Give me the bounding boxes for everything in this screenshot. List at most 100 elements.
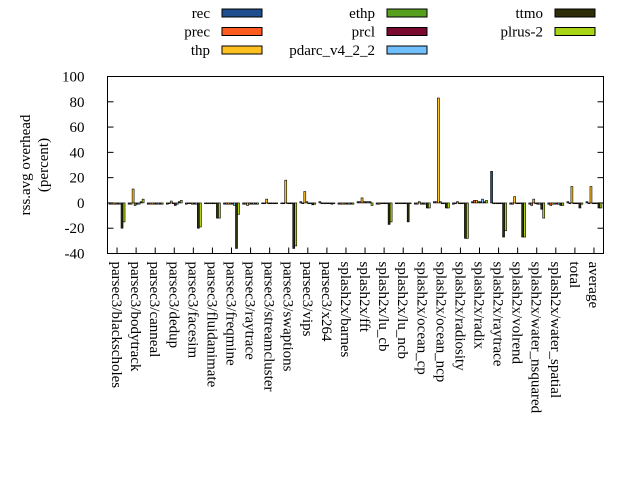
bar-ttmo (235, 202, 238, 249)
bar-prec (530, 202, 534, 206)
bar-ttmo (197, 202, 200, 229)
bar-prec (129, 202, 133, 205)
y-tick-label: 0 (77, 196, 85, 212)
legend-swatch-rec (221, 8, 263, 18)
x-tick-label: parsec3/swaptions (280, 262, 296, 372)
y-tick-label: -40 (65, 247, 85, 263)
legend-label-plrus-2: plrus-2 (501, 25, 544, 41)
bar-rec (490, 171, 493, 204)
legend-label-rec: rec (192, 6, 211, 22)
bar-pdarc_v4_2_2 (481, 198, 484, 204)
bar-ethp (191, 202, 194, 205)
x-tick-label: parsec3/facesim (184, 262, 200, 359)
x-tick-label: splash2x/raytrace (490, 262, 506, 367)
bar-prec (415, 202, 419, 205)
bar-ttmo (254, 202, 257, 205)
bar-prec (110, 202, 114, 205)
bar-plrus-2 (275, 202, 278, 205)
x-tick-label: parsec3/x264 (318, 262, 334, 342)
bar-plrus-2 (256, 202, 259, 205)
x-tick-label: splash2x/radix (471, 262, 487, 350)
bar-pdarc_v4_2_2 (175, 202, 179, 205)
bar-thp (227, 202, 230, 205)
bar-thp (189, 202, 192, 205)
bar-ttmo (139, 201, 143, 204)
x-tick-label: splash2x/barnes (337, 262, 353, 358)
bar-prec (263, 202, 266, 205)
bar-thp (589, 186, 593, 204)
legend-label-pdarc_v4_2_2: pdarc_v4_2_2 (289, 43, 375, 59)
bar-plrus-2 (332, 202, 336, 205)
x-tick-label: splash2x/water_nsquared (528, 262, 544, 414)
bar-ttmo (158, 202, 162, 205)
bar-rec (204, 202, 207, 205)
bar-plrus-2 (504, 202, 507, 232)
bar-prcl (250, 202, 253, 205)
bar-plrus-2 (313, 202, 317, 205)
bar-pdarc_v4_2_2 (252, 202, 255, 205)
legend-label-prec: prec (184, 25, 210, 41)
bar-plrus-2 (466, 202, 469, 239)
bar-ethp (152, 202, 156, 205)
legend-swatch-prec (221, 27, 263, 36)
bar-pdarc_v4_2_2 (195, 202, 198, 205)
y-tick-label: 20 (70, 171, 85, 187)
bar-plrus-2 (561, 202, 565, 206)
bar-rec (146, 202, 150, 205)
bar-prec (206, 202, 209, 205)
legend-label-ethp: ethp (349, 6, 375, 22)
bar-prec (568, 202, 572, 205)
x-tick-label: splash2x/water_spatial (547, 262, 563, 399)
bar-pdarc_v4_2_2 (233, 202, 236, 206)
y-axis-label-line2: (percent) (36, 138, 52, 192)
bar-plrus-2 (408, 202, 412, 205)
bar-plrus-2 (580, 202, 584, 205)
bar-thp (570, 186, 574, 204)
bar-thp (513, 196, 516, 204)
bar-plrus-2 (122, 202, 126, 223)
y-tick-label: 40 (70, 145, 85, 161)
bar-rec (185, 202, 188, 205)
bar-rec (566, 201, 570, 204)
x-tick-label: parsec3/vips (299, 262, 315, 337)
x-tick-label: parsec3/freqmine (223, 262, 239, 366)
bar-ttmo (578, 202, 582, 209)
bar-thp (150, 202, 154, 205)
x-tick-label: parsec3/blackscholes (108, 262, 124, 389)
bar-plrus-2 (542, 202, 546, 219)
bar-ethp (305, 201, 309, 204)
bar-prec (167, 202, 171, 205)
bar-prcl (193, 202, 196, 205)
bar-plrus-2 (523, 202, 526, 238)
bar-rec (165, 202, 169, 205)
x-tick-label: splash2x/radiosity (451, 262, 467, 372)
bar-prec (282, 202, 286, 205)
bar-rec (318, 201, 322, 204)
bar-prec (301, 202, 305, 205)
y-axis: 100 80 60 40 20 0 -20 -40 (62, 70, 604, 263)
bar-plrus-2 (141, 198, 145, 204)
bar-thp (532, 198, 536, 204)
bar-ttmo (216, 202, 219, 219)
bar-rec (299, 201, 303, 204)
bar-ethp (229, 202, 232, 205)
legend-label-prcl: prcl (352, 25, 375, 41)
bar-plrus-2 (370, 202, 374, 206)
bar-plrus-2 (160, 202, 164, 205)
x-axis: parsec3/blackscholes parsec3/bodytrack par… (108, 247, 601, 414)
bar-thp (360, 197, 364, 204)
bar-thp (246, 202, 249, 206)
bar-plrus-2 (447, 202, 450, 209)
y-tick-label: 100 (62, 70, 85, 86)
bar-ttmo (368, 201, 372, 204)
bar-plrus-2 (485, 200, 488, 204)
bar-ttmo (120, 202, 124, 229)
legend-label-ttmo: ttmo (515, 6, 543, 22)
bar-prec (148, 202, 152, 205)
bar-prec (511, 202, 514, 205)
legend-swatch-plrus-2 (554, 27, 596, 36)
bar-plrus-2 (427, 202, 431, 209)
bar-plrus-2 (199, 202, 202, 228)
bar-ethp (133, 202, 137, 206)
